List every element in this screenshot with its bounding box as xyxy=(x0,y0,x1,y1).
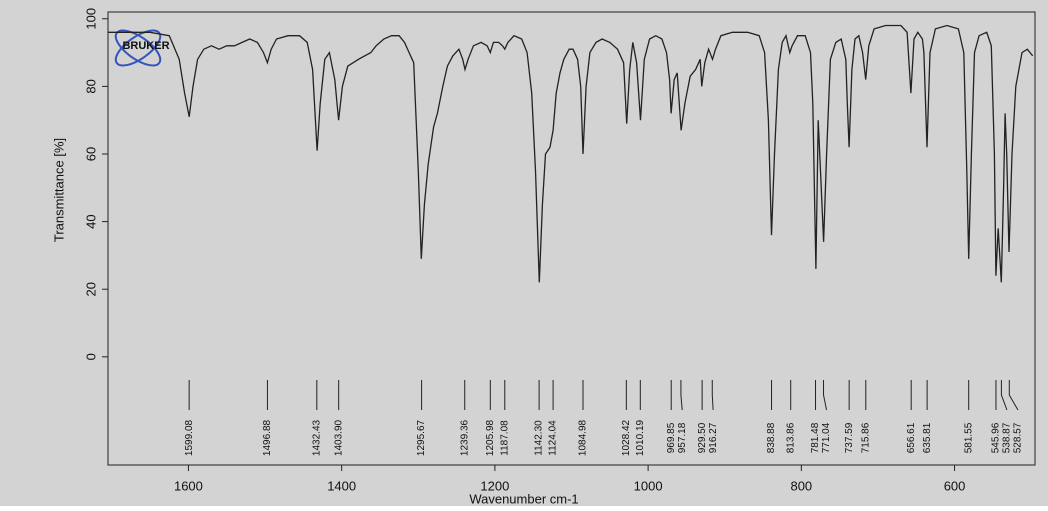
peak-label: 838.88 xyxy=(766,422,777,453)
peak-label: 1028.42 xyxy=(621,419,632,456)
peak-label: 1124.04 xyxy=(548,420,559,456)
peak-marker xyxy=(680,380,683,411)
peak-label: 715.86 xyxy=(860,422,871,453)
peak-label: 957.18 xyxy=(677,422,688,453)
peak-label: 528.57 xyxy=(1013,422,1024,453)
peak-label: 581.55 xyxy=(963,422,974,453)
peak-label: 1295.67 xyxy=(416,419,427,456)
logo-orbit xyxy=(114,29,162,67)
y-tick-label: 80 xyxy=(83,79,98,93)
peak-label: 916.27 xyxy=(708,422,719,453)
logo-orbit xyxy=(114,29,162,67)
y-tick-label: 100 xyxy=(83,8,98,30)
y-tick-label: 40 xyxy=(83,214,98,228)
peak-label: 1010.19 xyxy=(635,419,646,456)
peak-label: 781.48 xyxy=(810,422,821,453)
peak-label: 1496.88 xyxy=(262,419,273,456)
peak-label: 929.50 xyxy=(697,422,708,453)
y-tick-label: 0 xyxy=(83,353,98,360)
peak-label: 1142.30 xyxy=(534,420,545,456)
peak-label: 1432.43 xyxy=(311,419,322,456)
y-tick-label: 60 xyxy=(83,147,98,161)
peak-marker xyxy=(1008,380,1019,411)
x-tick-label: 600 xyxy=(944,478,966,493)
peak-label: 538.87 xyxy=(1002,422,1013,453)
peak-label: 1403.90 xyxy=(333,419,344,456)
peak-label: 1239.36 xyxy=(459,419,470,456)
x-axis-label: Wavenumber cm-1 xyxy=(469,491,578,506)
x-tick-label: 1600 xyxy=(174,478,203,493)
x-tick-label: 1200 xyxy=(480,478,509,493)
x-tick-label: 1400 xyxy=(327,478,356,493)
peak-label: 1599.08 xyxy=(184,419,195,456)
x-tick-label: 800 xyxy=(790,478,812,493)
peak-label: 635.81 xyxy=(922,422,933,453)
logo-text: BRUKER xyxy=(122,40,169,52)
plot-frame xyxy=(107,11,1036,466)
peak-label: 1205.98 xyxy=(485,419,496,456)
x-tick-label: 1000 xyxy=(634,478,663,493)
logo: BRUKER xyxy=(114,29,170,67)
peak-marker xyxy=(1000,380,1008,411)
peak-label: 656.61 xyxy=(906,422,917,453)
peak-label: 1084.98 xyxy=(578,419,589,456)
peak-marker xyxy=(711,380,714,411)
peak-label: 1187.08 xyxy=(499,420,510,456)
spectrum-line xyxy=(108,24,1034,283)
peak-marker xyxy=(823,380,828,411)
y-tick-label: 20 xyxy=(83,282,98,296)
peak-label: 813.86 xyxy=(785,422,796,453)
peak-label: 771.04 xyxy=(821,422,832,453)
peak-label: 737.59 xyxy=(844,422,855,453)
y-axis-label: Transmittance [%] xyxy=(51,138,66,242)
peak-label: 969.85 xyxy=(666,422,677,453)
peak-label: 545.96 xyxy=(991,422,1002,453)
